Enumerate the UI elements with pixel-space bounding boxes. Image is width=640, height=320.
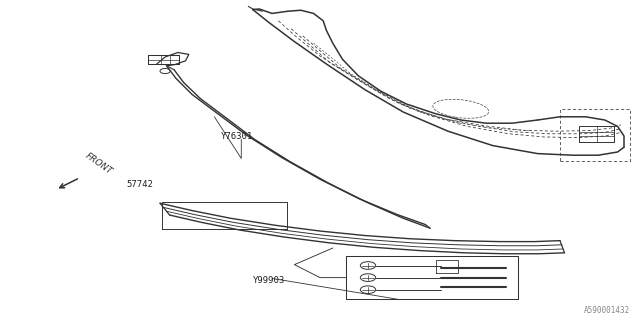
Text: Y76301: Y76301 (221, 132, 253, 141)
Text: A590001432: A590001432 (584, 306, 630, 315)
Text: 57742: 57742 (127, 180, 154, 189)
Text: FRONT: FRONT (83, 151, 113, 176)
Text: Y99903: Y99903 (253, 276, 285, 285)
